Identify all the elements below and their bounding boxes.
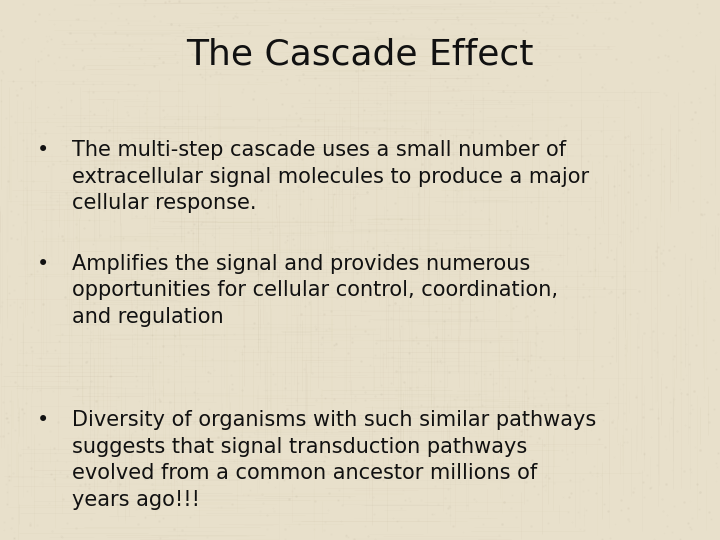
Text: Diversity of organisms with such similar pathways
suggests that signal transduct: Diversity of organisms with such similar…	[72, 410, 596, 510]
Text: •: •	[37, 254, 50, 274]
Text: The multi-step cascade uses a small number of
extracellular signal molecules to : The multi-step cascade uses a small numb…	[72, 140, 589, 213]
Text: •: •	[37, 140, 50, 160]
Text: •: •	[37, 410, 50, 430]
Text: Amplifies the signal and provides numerous
opportunities for cellular control, c: Amplifies the signal and provides numero…	[72, 254, 558, 327]
Text: The Cascade Effect: The Cascade Effect	[186, 38, 534, 72]
